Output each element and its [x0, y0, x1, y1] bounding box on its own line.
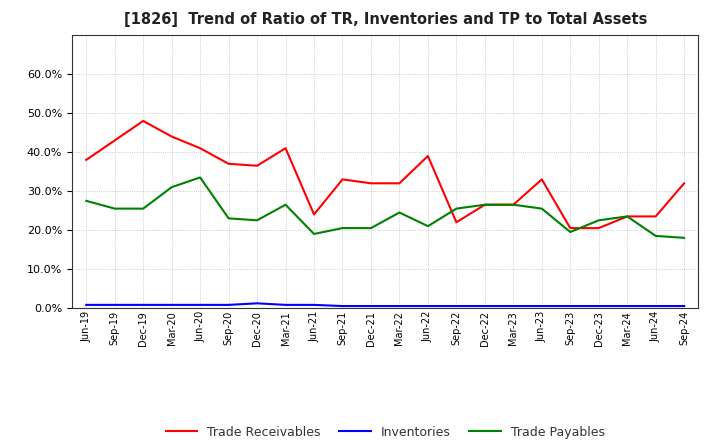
Trade Payables [253, 218, 261, 223]
Inventories [110, 302, 119, 308]
Trade Payables [566, 229, 575, 235]
Inventories [452, 304, 461, 309]
Trade Receivables [452, 220, 461, 225]
Trade Payables [282, 202, 290, 207]
Inventories [680, 304, 688, 309]
Trade Payables [652, 233, 660, 238]
Trade Payables [509, 202, 518, 207]
Trade Receivables [680, 181, 688, 186]
Inventories [139, 302, 148, 308]
Trade Payables [623, 214, 631, 219]
Trade Receivables [310, 212, 318, 217]
Trade Payables [82, 198, 91, 203]
Legend: Trade Receivables, Inventories, Trade Payables: Trade Receivables, Inventories, Trade Pa… [161, 421, 610, 440]
Trade Payables [452, 206, 461, 211]
Trade Receivables [282, 146, 290, 151]
Inventories [167, 302, 176, 308]
Line: Trade Receivables: Trade Receivables [86, 121, 684, 228]
Inventories [395, 304, 404, 309]
Trade Payables [537, 206, 546, 211]
Title: [1826]  Trend of Ratio of TR, Inventories and TP to Total Assets: [1826] Trend of Ratio of TR, Inventories… [124, 12, 647, 27]
Trade Receivables [480, 202, 489, 207]
Trade Payables [395, 210, 404, 215]
Inventories [310, 302, 318, 308]
Trade Payables [680, 235, 688, 241]
Trade Receivables [623, 214, 631, 219]
Trade Receivables [338, 177, 347, 182]
Inventories [652, 304, 660, 309]
Trade Receivables [225, 161, 233, 166]
Trade Payables [423, 224, 432, 229]
Inventories [509, 304, 518, 309]
Trade Payables [196, 175, 204, 180]
Trade Payables [225, 216, 233, 221]
Trade Payables [110, 206, 119, 211]
Trade Receivables [566, 225, 575, 231]
Inventories [225, 302, 233, 308]
Inventories [423, 304, 432, 309]
Trade Payables [480, 202, 489, 207]
Trade Receivables [253, 163, 261, 169]
Inventories [338, 304, 347, 309]
Line: Trade Payables: Trade Payables [86, 177, 684, 238]
Trade Receivables [110, 138, 119, 143]
Trade Receivables [82, 157, 91, 162]
Inventories [623, 304, 631, 309]
Inventories [566, 304, 575, 309]
Trade Receivables [652, 214, 660, 219]
Inventories [595, 304, 603, 309]
Trade Receivables [139, 118, 148, 124]
Inventories [253, 301, 261, 306]
Inventories [537, 304, 546, 309]
Trade Payables [139, 206, 148, 211]
Trade Payables [310, 231, 318, 237]
Trade Receivables [595, 225, 603, 231]
Trade Payables [338, 225, 347, 231]
Trade Receivables [366, 181, 375, 186]
Trade Payables [366, 225, 375, 231]
Inventories [366, 304, 375, 309]
Trade Receivables [196, 146, 204, 151]
Inventories [196, 302, 204, 308]
Inventories [282, 302, 290, 308]
Trade Receivables [167, 134, 176, 139]
Trade Payables [167, 184, 176, 190]
Trade Receivables [537, 177, 546, 182]
Inventories [82, 302, 91, 308]
Trade Receivables [509, 202, 518, 207]
Line: Inventories: Inventories [86, 303, 684, 306]
Inventories [480, 304, 489, 309]
Trade Payables [595, 218, 603, 223]
Trade Receivables [423, 154, 432, 159]
Trade Receivables [395, 181, 404, 186]
